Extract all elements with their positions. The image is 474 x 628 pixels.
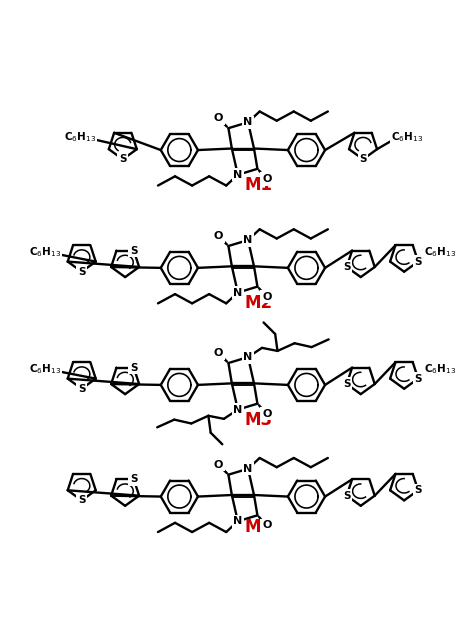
Text: O: O <box>262 521 272 531</box>
Text: O: O <box>262 409 272 419</box>
Text: S: S <box>343 379 350 389</box>
Text: S: S <box>414 485 422 495</box>
Text: S: S <box>343 262 350 272</box>
Text: S: S <box>130 246 137 256</box>
Text: C$_6$H$_{13}$: C$_6$H$_{13}$ <box>29 362 61 376</box>
Text: N: N <box>233 516 242 526</box>
Text: N: N <box>244 463 253 474</box>
Text: N: N <box>233 404 242 414</box>
Text: N: N <box>244 352 253 362</box>
Text: N: N <box>244 117 253 127</box>
Text: S: S <box>343 490 350 501</box>
Text: S: S <box>119 154 127 165</box>
Text: S: S <box>130 363 137 372</box>
Text: C$_6$H$_{13}$: C$_6$H$_{13}$ <box>64 130 96 144</box>
Text: C$_6$H$_{13}$: C$_6$H$_{13}$ <box>425 362 456 376</box>
Text: O: O <box>214 113 223 123</box>
Text: C$_6$H$_{13}$: C$_6$H$_{13}$ <box>29 246 61 259</box>
Text: O: O <box>214 460 223 470</box>
Text: M4: M4 <box>245 518 273 536</box>
Text: O: O <box>214 348 223 358</box>
Text: O: O <box>262 291 272 301</box>
Text: S: S <box>414 257 422 267</box>
Text: O: O <box>214 231 223 241</box>
Text: M1: M1 <box>245 176 273 195</box>
Text: S: S <box>78 384 85 394</box>
Text: S: S <box>130 474 137 484</box>
Text: C$_6$H$_{13}$: C$_6$H$_{13}$ <box>391 130 423 144</box>
Text: M2: M2 <box>245 295 273 312</box>
Text: M3: M3 <box>245 411 273 430</box>
Text: N: N <box>233 288 242 298</box>
Text: S: S <box>78 267 85 277</box>
Text: S: S <box>414 374 422 384</box>
Text: C$_6$H$_{13}$: C$_6$H$_{13}$ <box>425 246 456 259</box>
Text: S: S <box>78 495 85 506</box>
Text: N: N <box>233 170 242 180</box>
Text: S: S <box>359 154 367 165</box>
Text: N: N <box>244 235 253 245</box>
Text: O: O <box>262 174 272 184</box>
